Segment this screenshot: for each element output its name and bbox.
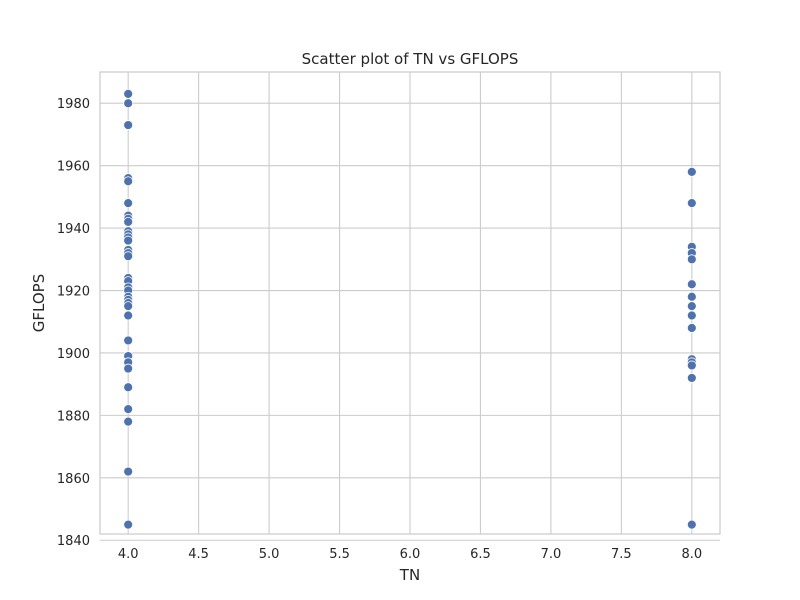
y-tick-label: 1920 (57, 285, 90, 300)
chart-title: Scatter plot of TN vs GFLOPS (302, 50, 519, 68)
scatter-point (686, 519, 697, 530)
scatter-point (123, 519, 134, 530)
y-tick-label: 1940 (57, 222, 90, 237)
x-tick-label: 8.0 (681, 547, 702, 562)
scatter-point (123, 198, 134, 209)
x-gridlines (127, 72, 693, 534)
y-tick-label: 1960 (57, 160, 90, 175)
scatter-point (686, 310, 697, 321)
y-tick-label: 1860 (57, 472, 90, 487)
scatter-point (123, 176, 134, 187)
scatter-point (123, 88, 134, 99)
x-tick-label: 7.5 (611, 547, 632, 562)
scatter-point (686, 360, 697, 371)
y-tick-labels: 1840 1860 1880 1900 1920 1940 1960 1980 (57, 97, 90, 549)
scatter-point (123, 235, 134, 246)
x-tick-labels: 4.0 4.5 5.0 5.5 6.0 6.5 7.0 7.5 8.0 (118, 547, 702, 562)
scatter-point (123, 98, 134, 109)
y-tick-label: 1900 (57, 347, 90, 362)
scatter-point (686, 323, 697, 333)
x-tick-label: 7.0 (541, 547, 562, 562)
plot-frame (99, 71, 721, 535)
y-gridlines (100, 102, 720, 541)
data-points (123, 88, 697, 530)
scatter-point (686, 301, 697, 312)
scatter-point (686, 373, 697, 383)
scatter-point (123, 310, 134, 321)
y-tick-label: 1840 (57, 534, 90, 549)
x-tick-label: 6.5 (470, 547, 491, 562)
scatter-point (686, 254, 697, 265)
scatter-point (123, 416, 134, 427)
scatter-point (123, 301, 134, 312)
scatter-point (686, 198, 697, 209)
scatter-point (123, 216, 134, 227)
scatter-point (123, 335, 134, 346)
x-tick-label: 4.0 (118, 547, 139, 562)
y-axis-label: GFLOPS (30, 274, 48, 332)
scatter-point (123, 404, 134, 415)
x-tick-label: 4.5 (188, 547, 209, 562)
scatter-point (123, 382, 134, 393)
y-tick-label: 1980 (57, 97, 90, 112)
scatter-point (686, 279, 697, 290)
x-tick-label: 6.0 (400, 547, 421, 562)
scatter-point (686, 291, 697, 302)
scatter-point (123, 466, 134, 477)
scatter-point (686, 166, 697, 177)
x-tick-label: 5.5 (329, 547, 350, 562)
scatter-point (123, 251, 134, 262)
scatter-point (123, 363, 134, 374)
x-tick-label: 5.0 (259, 547, 280, 562)
scatter-point (123, 120, 134, 130)
x-axis-label: TN (399, 566, 420, 584)
y-tick-label: 1880 (57, 409, 90, 424)
